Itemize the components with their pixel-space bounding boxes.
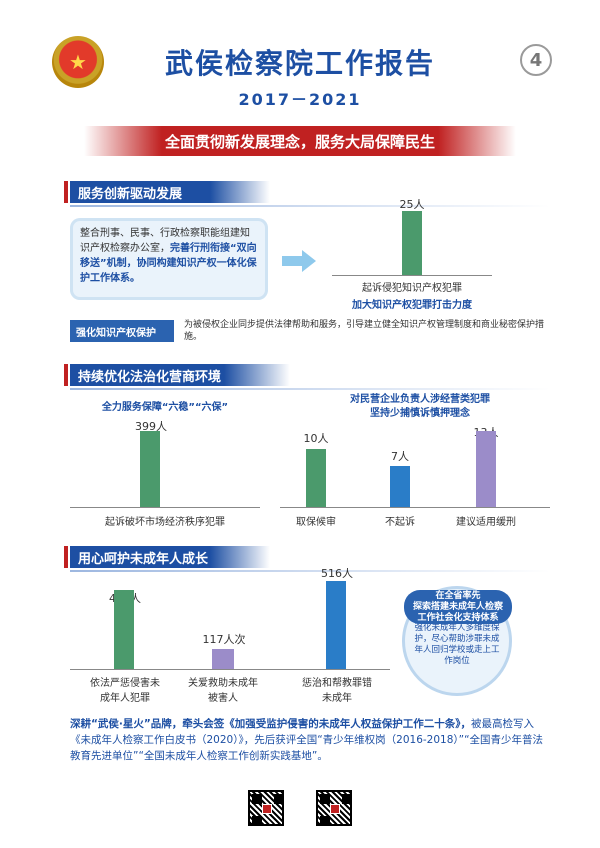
victim-care-bar-value: 117人次 bbox=[202, 633, 246, 646]
section-2: 持续优化法治化营商环境 bbox=[64, 364, 550, 390]
minor-crime-bar bbox=[114, 590, 134, 669]
minor-crime-category: 依法严惩侵害未 成年人犯罪 bbox=[80, 674, 170, 704]
victim-care-category-line2: 被害人 bbox=[208, 693, 238, 704]
market-bar bbox=[140, 431, 160, 507]
support-title-line1: 在全省率先 bbox=[435, 591, 481, 601]
victim-care-category: 关爱救助未成年 被害人 bbox=[178, 674, 268, 704]
market-axis bbox=[70, 507, 260, 508]
victim-care-bar bbox=[212, 649, 234, 669]
ip-office-textbox: 整合刑事、民事、行政检察职能组建知识产权检察办公室，完善行刑衔接“双向移送”机制… bbox=[70, 218, 268, 300]
juvenile-correction-bar-value: 516人 bbox=[321, 567, 353, 580]
ip-protection-strip: 强化知识产权保护 为被侵权企业同步提供法律帮助和服务，引导建立健全知识产权管理制… bbox=[70, 318, 550, 344]
procuratorate-emblem-icon: ★ bbox=[52, 36, 104, 88]
minor-crime-category-line1: 依法严惩侵害未 bbox=[90, 678, 160, 689]
nonpros-bar bbox=[390, 466, 410, 507]
bail-bar bbox=[306, 449, 326, 507]
section-1-heading: 服务创新驱动发展 bbox=[64, 181, 270, 203]
section-3-heading: 用心呵护未成年人成长 bbox=[64, 546, 270, 568]
victim-care-category-line1: 关爱救助未成年 bbox=[188, 678, 258, 689]
nonpros-category: 不起诉 bbox=[385, 517, 415, 528]
juvenile-correction-category: 惩治和帮教罪错 未成年 bbox=[292, 674, 382, 704]
minor-crime-category-line2: 成年人犯罪 bbox=[100, 693, 150, 704]
support-system-title: 在全省率先 探索搭建未成年人检察 工作社会化支持体系 bbox=[404, 590, 512, 624]
ip-office-text: 整合刑事、民事、行政检察职能组建知识产权检察办公室， bbox=[80, 228, 250, 254]
support-system-body: 强化未成年人多维度保护，尽心帮助涉罪未成年人回归学校或走上工作岗位 bbox=[414, 623, 500, 666]
probation-bar bbox=[476, 431, 496, 507]
market-bar-category: 起诉破坏市场经济秩序犯罪 bbox=[105, 517, 225, 528]
ip-bar-category: 起诉侵犯知识产权犯罪 bbox=[362, 283, 462, 294]
minors-axis bbox=[70, 669, 390, 670]
bail-category: 取保候审 bbox=[296, 517, 336, 528]
ip-protection-desc: 为被侵权企业同步提供法律帮助和服务，引导建立健全知识产权管理制度和商业秘密保护措… bbox=[184, 320, 545, 342]
page-number-badge: 4 bbox=[520, 44, 552, 76]
right-arrow-icon bbox=[282, 250, 316, 272]
section-3-divider bbox=[70, 570, 550, 572]
theme-banner: 全面贯彻新发展理念，服务大局保障民生 bbox=[84, 126, 516, 156]
support-title-line2: 探索搭建未成年人检察 bbox=[412, 602, 503, 612]
nonpros-bar-value: 7人 bbox=[391, 450, 409, 463]
juvenile-correction-bar bbox=[326, 581, 346, 669]
ip-axis bbox=[332, 275, 492, 276]
ip-caption: 加大知识产权犯罪打击力度 bbox=[352, 300, 472, 311]
report-years: 2017－2021 bbox=[238, 90, 362, 109]
juvenile-correction-category-line1: 惩治和帮教罪错 bbox=[302, 678, 372, 689]
bail-bar-value: 10人 bbox=[303, 432, 329, 445]
section-2-heading: 持续优化法治化营商环境 bbox=[64, 364, 290, 386]
juvenile-correction-category-line2: 未成年 bbox=[322, 693, 352, 704]
business-axis bbox=[280, 507, 550, 508]
probation-category: 建议适用缓刑 bbox=[456, 517, 516, 528]
ip-office-text-bold: 完善行刑衔接“双向移送”机制，协同构建知识产权一体化保护工作体系。 bbox=[80, 243, 257, 284]
section-1: 服务创新驱动发展 bbox=[64, 181, 550, 207]
ip-bar bbox=[402, 211, 422, 275]
qr-code-icon[interactable] bbox=[316, 790, 352, 826]
ip-bar-value: 25人 bbox=[399, 198, 425, 211]
section-2-divider bbox=[70, 388, 550, 390]
qr-code-icon[interactable] bbox=[248, 790, 284, 826]
section-1-divider bbox=[70, 205, 550, 207]
page-title: 武侯检察院工作报告 bbox=[164, 47, 435, 80]
support-title-line3: 工作社会化支持体系 bbox=[417, 613, 499, 623]
footer-lead: 深耕“武侯·星火”品牌，牵头会签《加强受监护侵害的未成年人权益保护工作二十条》， bbox=[70, 718, 472, 730]
left-subtitle: 全力服务保障“六稳”“六保” bbox=[101, 402, 229, 413]
market-bar-value: 399人 bbox=[135, 420, 167, 433]
ip-protection-tag: 强化知识产权保护 bbox=[70, 320, 174, 342]
right-subtitle-1: 对民营企业负责人涉经营类犯罪 bbox=[350, 394, 490, 405]
footer-paragraph: 深耕“武侯·星火”品牌，牵头会签《加强受监护侵害的未成年人权益保护工作二十条》，… bbox=[70, 716, 550, 764]
section-3: 用心呵护未成年人成长 bbox=[64, 546, 550, 572]
right-subtitle-2: 坚持少捕慎诉慎押理念 bbox=[370, 408, 470, 419]
footer-rest: 被最高检写入《未成年人检察工作白皮书（2020）》，先后获评全国“青少年维权岗（… bbox=[70, 718, 544, 762]
